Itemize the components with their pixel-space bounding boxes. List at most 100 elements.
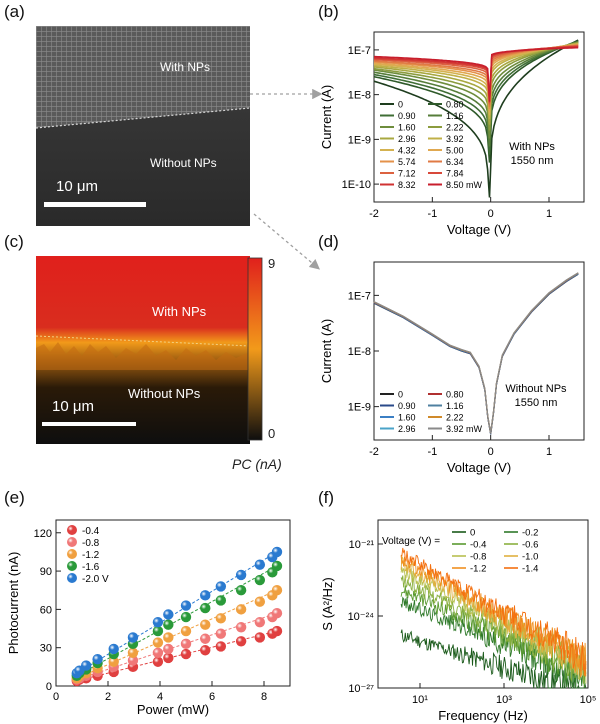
data-point-e — [163, 632, 174, 643]
data-point-e — [271, 560, 283, 572]
y-tick-label-d: 1E-9 — [348, 402, 371, 414]
data-point-e — [254, 632, 266, 643]
data-point-e — [235, 636, 247, 647]
data-point-e — [235, 569, 247, 581]
legend-label-b: 7.84 — [446, 169, 464, 179]
iv-curve-b — [373, 40, 579, 155]
y-tick-label-b: 1E-7 — [348, 45, 371, 57]
legend-label-b: 1.60 — [398, 123, 416, 133]
legend-label-f: -1.4 — [522, 564, 538, 575]
sem-image — [36, 26, 250, 226]
legend-label-d: 0.80 — [446, 390, 464, 400]
pc-scale-label: 10 μm — [52, 398, 94, 415]
plot-frame-f — [377, 519, 589, 689]
noise-spectrum-f — [400, 547, 587, 677]
x-tick-label-b: 0 — [488, 208, 494, 220]
colorbar-label: PC (nA) — [232, 456, 282, 472]
legend-label-d: 2.22 — [446, 413, 464, 423]
legend-label-d: 0.90 — [398, 401, 416, 411]
x-tick-label-e: 2 — [105, 691, 111, 703]
data-point-e — [235, 604, 247, 615]
y-axis-label-f: S (A²/Hz) — [320, 577, 335, 630]
data-point-e — [235, 622, 247, 633]
x-tick-label-f: 10⁵ — [580, 694, 597, 706]
y-tick-label-e: 90 — [40, 566, 52, 578]
legend-label-b: 7.12 — [398, 169, 416, 179]
noise-spectrum-f — [400, 566, 587, 684]
sem-label-without-nps: Without NPs — [150, 156, 217, 170]
data-point-e — [163, 619, 174, 630]
iv-curve-d — [373, 272, 579, 434]
fit-line-e — [76, 551, 278, 674]
noise-spectrum-chart: 10¹ 10³ 10⁵ 10⁻²¹ 10⁻²⁴ 10⁻²⁷ Frequency (Hz) S … — [320, 519, 597, 723]
data-point-e — [163, 609, 174, 620]
legend-label-b: 8.50 mW — [446, 180, 483, 190]
legend-label-e: -1.6 — [82, 562, 100, 573]
x-tick-label-f: 10³ — [496, 694, 512, 706]
data-point-e — [180, 611, 192, 623]
legend-label-e: -0.8 — [82, 538, 100, 549]
fit-line-e — [76, 589, 278, 679]
panel-letter-b: (b) — [318, 2, 339, 21]
legend-label-e: -2.0 V — [82, 574, 109, 585]
legend-label-f: -1.2 — [470, 564, 486, 575]
y-tick-label-b: 1E-8 — [348, 90, 371, 102]
pc-label-without-nps: Without NPs — [128, 386, 201, 401]
x-axis-label-e: Power (mW) — [137, 702, 209, 717]
annotation-b-1: With NPs — [509, 141, 555, 153]
data-point-e — [271, 608, 283, 619]
sem-label-with-nps: With NPs — [160, 60, 211, 74]
legend-label-f: -0.4 — [470, 540, 486, 551]
legend-marker-e — [67, 525, 77, 535]
legend-label-e: -0.4 — [82, 526, 100, 537]
legend-label-b: 4.32 — [398, 146, 416, 156]
annotation-b-2: 1550 nm — [511, 155, 554, 167]
iv-curve-b — [373, 43, 579, 116]
pc-label-with-nps: With NPs — [152, 304, 207, 319]
data-point-e — [200, 602, 211, 614]
y-tick-label-e: 30 — [40, 643, 52, 655]
colorbar-label-text: PC (nA) — [232, 456, 282, 472]
data-point-e — [200, 590, 211, 601]
y-tick-label-d: 1E-7 — [348, 290, 371, 302]
y-tick-label-e: 120 — [34, 528, 52, 540]
data-point-e — [152, 656, 164, 667]
noise-spectrum-f — [400, 574, 587, 684]
legend-label-b: 8.32 — [398, 180, 416, 190]
y-axis-label-b: Current (A) — [319, 85, 334, 149]
legend-label-d: 3.92 mW — [446, 424, 483, 434]
legend-label-e: -1.2 — [82, 550, 100, 561]
data-point-e — [152, 637, 164, 648]
legend-label-b: 2.96 — [398, 134, 416, 144]
fit-line-e — [76, 612, 278, 681]
legend-label-d: 1.60 — [398, 413, 416, 423]
y-axis-label-e: Photocurrent (nA) — [6, 552, 21, 655]
legend-label-b: 0.90 — [398, 111, 416, 121]
y-tick-label-f: 10⁻²⁷ — [348, 683, 374, 695]
legend-label-b: 3.92 — [446, 134, 464, 144]
legend-label-b: 0 — [398, 100, 403, 110]
panel-letter-e: (e) — [4, 488, 25, 507]
fit-line-e — [76, 565, 278, 677]
data-point-e — [215, 641, 227, 652]
x-tick-label-b: 1 — [546, 208, 552, 220]
legend-label-b: 5.74 — [398, 157, 416, 167]
data-point-e — [180, 600, 192, 611]
panel-letter-a: (a) — [4, 2, 25, 21]
data-point-e — [215, 628, 227, 639]
data-point-e — [92, 653, 103, 665]
legend-label-b: 6.34 — [446, 157, 464, 167]
y-tick-label-f: 10⁻²¹ — [349, 539, 375, 551]
data-point-e — [254, 559, 266, 570]
legend-label-f: 0 — [470, 528, 475, 539]
legend-marker-e — [67, 561, 77, 571]
legend-marker-e — [67, 573, 77, 583]
data-point-e — [235, 585, 247, 596]
y-tick-label-b: 1E-10 — [342, 179, 371, 191]
iv-curve-b — [373, 46, 579, 102]
x-tick-label-e: 4 — [157, 691, 163, 703]
pc-map-image — [36, 256, 250, 444]
colorbar-max: 9 — [268, 256, 276, 271]
iv-curve-b — [373, 44, 579, 109]
x-tick-label-b: -2 — [369, 208, 379, 220]
